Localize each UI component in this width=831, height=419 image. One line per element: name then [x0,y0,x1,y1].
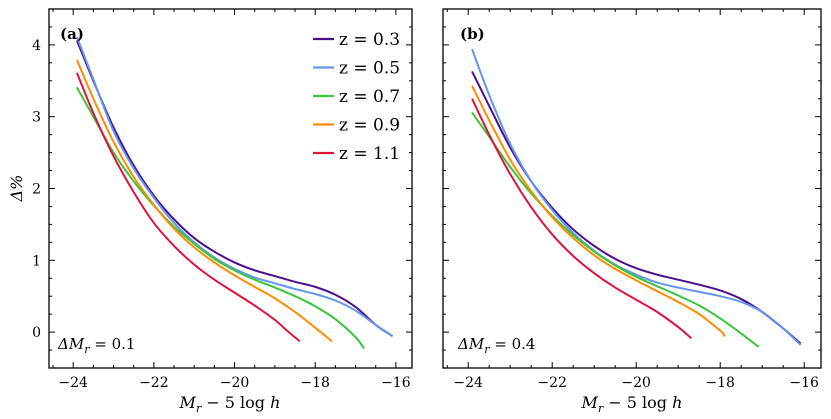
legend-label-z07: z = 0.7 [339,87,400,107]
panel-a-series-z07 [76,86,365,349]
panel-a-xtick-label: −24 [58,375,88,391]
panel-b-label: (b) [460,25,485,43]
panel-b-series-z11 [471,98,692,339]
panel-b-xtick-label: −16 [789,375,819,391]
panel-a-series-z11 [76,72,301,342]
panel-b-series-z09 [471,85,726,337]
legend: z = 0.3 z = 0.5 z = 0.7 z = 0.9 z = 1.1 [313,30,400,164]
panel-a-annotation: ΔMr = 0.1 [57,335,135,356]
panel-a: −24 −22 −20 −18 −16 0 1 2 3 4 (a) ΔMr = 0.1 Mr − … [7,8,413,415]
panel-b-series-z03 [471,71,801,344]
panel-b-xtick-label: −24 [453,375,483,391]
legend-label-z05: z = 0.5 [339,59,400,79]
panel-a-xtick-label: −18 [300,375,330,391]
panel-a-series-z09 [76,59,333,342]
panel-a-series-z05 [76,36,393,337]
panel-b-series-z05 [471,48,801,346]
panel-a-plot-area: −24 −22 −20 −18 −16 0 1 2 3 4 [32,9,412,391]
panel-a-ytick-label: 1 [32,253,41,269]
panel-b-series-z07 [471,112,759,348]
panel-a-xtick-label: −20 [220,375,250,391]
panel-b-annotation: ΔMr = 0.4 [457,335,535,356]
panel-b-xtick-label: −22 [537,375,567,391]
panel-b-xlabel: Mr − 5 log h [581,393,683,415]
panel-b-xtick-label: −20 [621,375,651,391]
panel-a-xlabel: Mr − 5 log h [179,393,281,415]
panel-a-ytick-label: 2 [32,182,41,198]
panel-a-xtick-label: −22 [139,375,169,391]
panel-b: −24 −22 −20 −18 −16 (b) ΔMr = 0.4 Mr − 5 log… [442,8,822,415]
panel-a-series-z03 [76,40,393,337]
panel-a-xtick-label: −16 [381,375,411,391]
panel-b-frame [442,8,822,369]
legend-label-z03: z = 0.3 [339,30,400,50]
y-axis-label: Δ% [7,175,26,203]
panel-a-frame [48,8,413,369]
panel-a-ytick-label: 0 [32,325,41,341]
panel-b-plot-area: −24 −22 −20 −18 −16 [443,9,821,391]
legend-label-z09: z = 0.9 [339,116,400,136]
panel-b-xtick-label: −18 [705,375,735,391]
panel-a-label: (a) [60,25,84,43]
legend-label-z11: z = 1.1 [339,144,400,164]
panel-a-ytick-label: 3 [32,110,41,126]
panel-a-ytick-label: 4 [32,38,41,54]
